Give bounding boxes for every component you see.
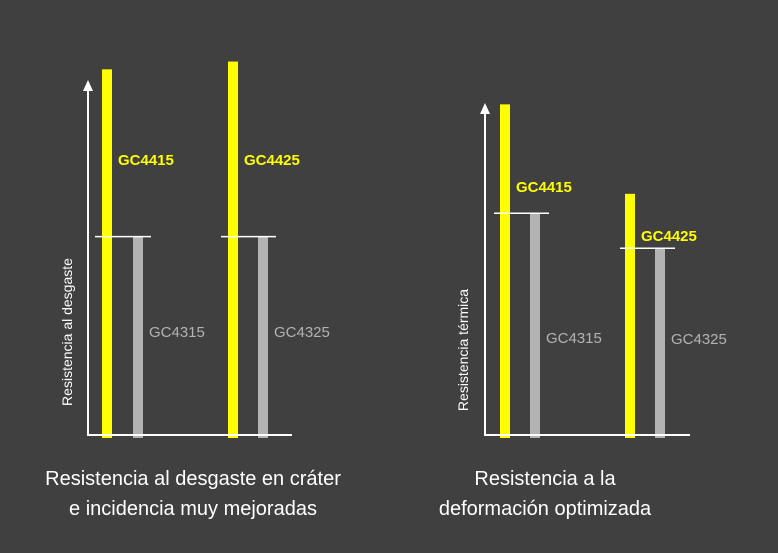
left-y-axis-arrow-icon bbox=[83, 80, 93, 91]
right-label-GC4425: GC4425 bbox=[641, 228, 697, 245]
right-bar-GC4315 bbox=[530, 213, 540, 438]
left-bar-GC4315 bbox=[133, 236, 143, 438]
left-y-axis-label: Resistencia al desgaste bbox=[59, 258, 75, 406]
left-chart-caption: Resistencia al desgaste en cráter e inci… bbox=[0, 464, 386, 524]
left-bar-GC4425 bbox=[228, 61, 238, 439]
left-bar-GC4415 bbox=[102, 69, 112, 438]
right-chart-caption: Resistencia a la deformación optimizada bbox=[400, 464, 690, 524]
left-caption-line-2: e incidencia muy mejoradas bbox=[69, 498, 317, 520]
left-bar-GC4325 bbox=[258, 236, 268, 438]
right-y-axis-arrow-icon bbox=[480, 103, 490, 114]
right-label-GC4325: GC4325 bbox=[671, 331, 727, 348]
right-bar-GC4425 bbox=[625, 193, 635, 438]
right-y-axis-label: Resistencia térmica bbox=[455, 289, 471, 411]
left-label-GC4415: GC4415 bbox=[118, 152, 174, 169]
right-label-GC4315: GC4315 bbox=[546, 330, 602, 347]
right-caption-line-1: Resistencia a la bbox=[474, 468, 616, 490]
right-caption-line-2: deformación optimizada bbox=[438, 498, 652, 520]
left-label-GC4315: GC4315 bbox=[149, 324, 205, 341]
right-label-GC4415: GC4415 bbox=[516, 179, 572, 196]
left-label-GC4325: GC4325 bbox=[274, 324, 330, 341]
left-caption-line-1: Resistencia al desgaste en cráter bbox=[45, 468, 341, 490]
right-bar-GC4325 bbox=[655, 248, 665, 438]
right-bar-GC4415 bbox=[500, 104, 510, 438]
left-label-GC4425: GC4425 bbox=[244, 152, 300, 169]
